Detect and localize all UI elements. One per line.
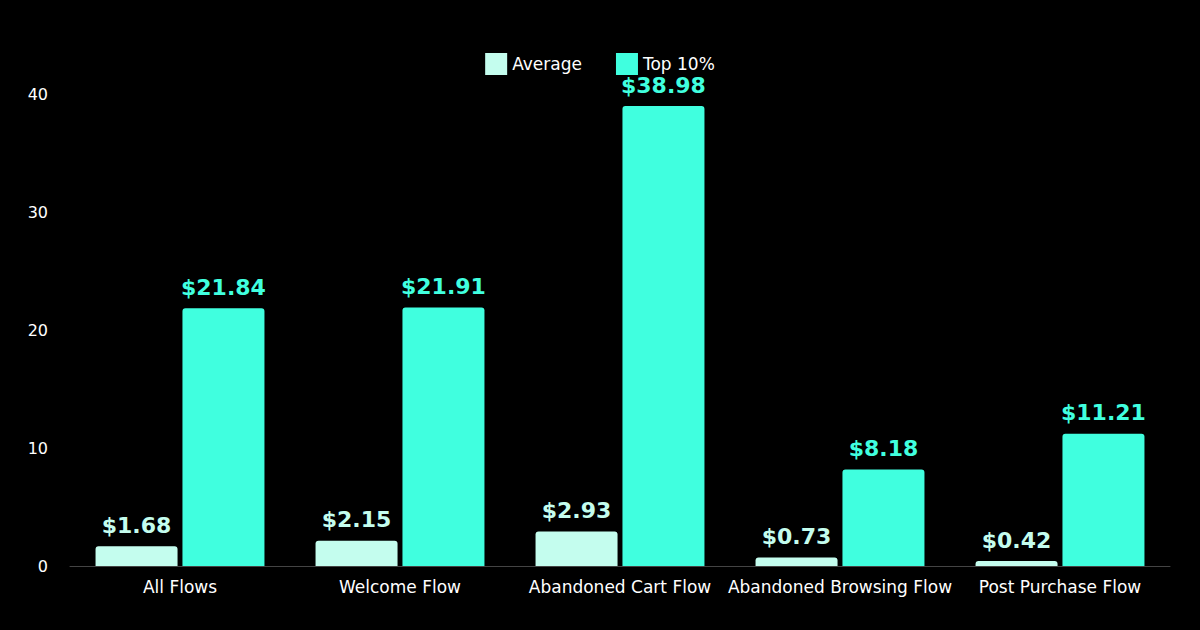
svg-text:$21.91: $21.91 [401,274,486,299]
svg-text:30: 30 [28,203,48,222]
svg-text:40: 40 [28,85,48,104]
svg-text:$2.93: $2.93 [542,498,612,523]
svg-text:Average: Average [512,54,582,74]
svg-text:$11.21: $11.21 [1061,400,1146,425]
svg-text:$0.42: $0.42 [982,528,1052,553]
svg-text:$1.68: $1.68 [102,513,172,538]
svg-text:Abandoned Cart Flow: Abandoned Cart Flow [529,577,711,597]
svg-text:Post Purchase Flow: Post Purchase Flow [979,577,1141,597]
svg-text:20: 20 [28,321,48,340]
svg-text:$38.98: $38.98 [621,73,706,98]
svg-text:Top 10%: Top 10% [642,54,715,74]
svg-text:All Flows: All Flows [143,577,217,597]
svg-text:$0.73: $0.73 [762,524,832,549]
svg-text:Welcome Flow: Welcome Flow [339,577,461,597]
svg-text:0: 0 [38,557,48,576]
svg-text:10: 10 [28,439,48,458]
svg-text:$21.84: $21.84 [181,275,266,300]
svg-text:$8.18: $8.18 [849,436,919,461]
svg-text:$2.15: $2.15 [322,507,392,532]
svg-text:Abandoned Browsing Flow: Abandoned Browsing Flow [728,577,952,597]
